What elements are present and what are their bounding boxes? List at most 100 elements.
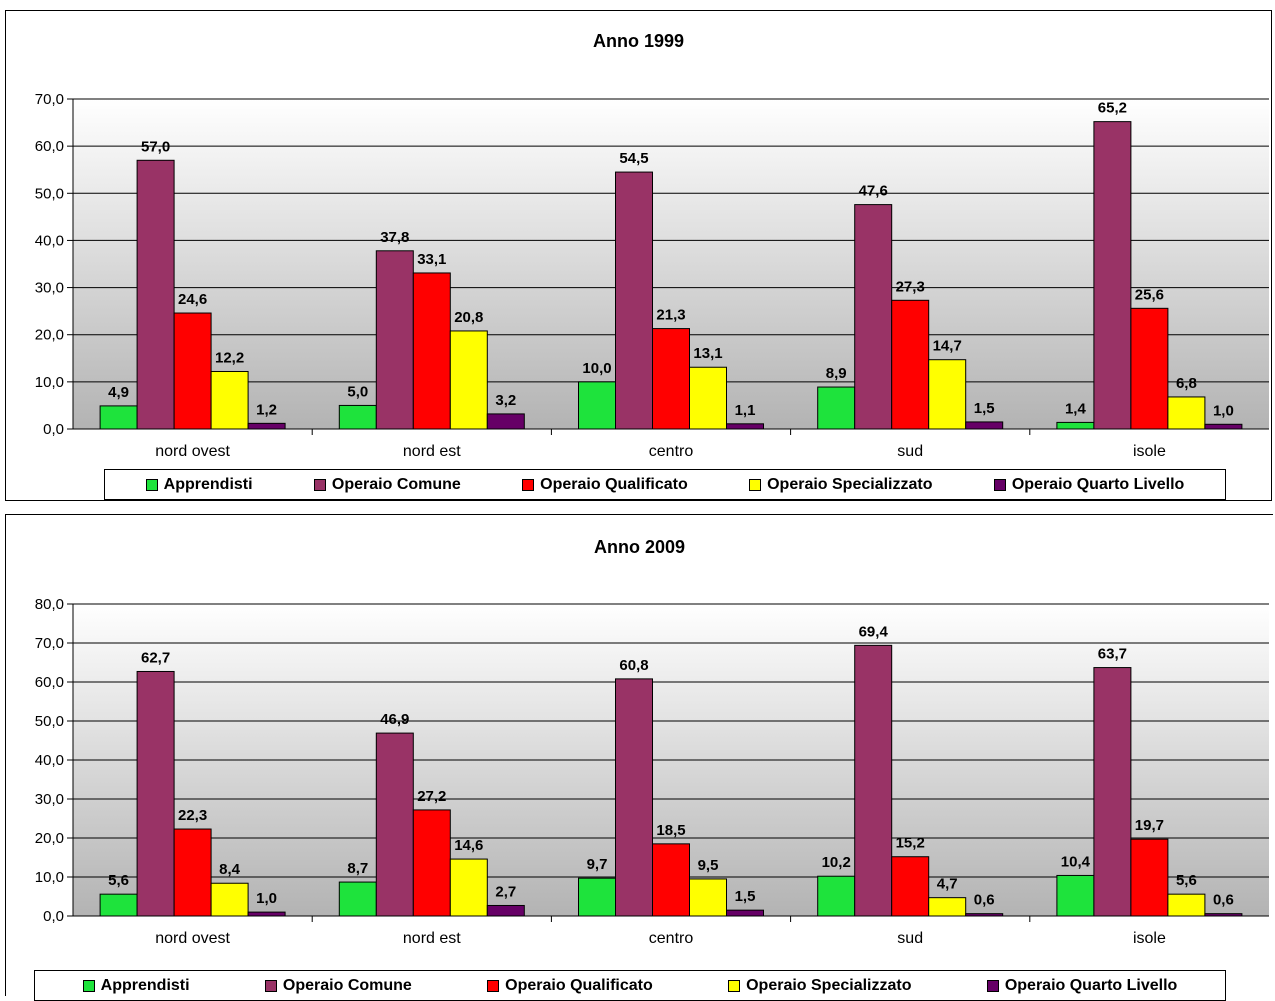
legend-swatch bbox=[986, 979, 999, 992]
bar bbox=[338, 404, 377, 430]
legend-label: Operaio Quarto Livello bbox=[1011, 475, 1185, 493]
chart-title: Anno 1999 bbox=[592, 31, 685, 51]
bar bbox=[136, 670, 175, 917]
y-tick-label: 30,0 bbox=[35, 791, 64, 808]
data-label: 1,1 bbox=[735, 402, 756, 419]
x-tick-label: nord est bbox=[403, 443, 461, 460]
data-label: 57,0 bbox=[141, 138, 170, 155]
x-tick-label: centro bbox=[649, 930, 694, 947]
data-label: 69,4 bbox=[859, 623, 889, 640]
data-label: 13,1 bbox=[693, 345, 722, 362]
data-label: 27,3 bbox=[896, 278, 925, 295]
y-tick-label: 0,0 bbox=[43, 421, 64, 438]
chart-anno-1999: Anno 1999 0,0 10,0 20,0 30,0 40,0 50,0 60,0 70,… bbox=[5, 10, 1272, 501]
data-label: 9,7 bbox=[587, 856, 608, 873]
bar bbox=[726, 423, 764, 430]
data-label: 8,9 bbox=[826, 365, 847, 382]
bar bbox=[1093, 667, 1132, 917]
bar bbox=[1204, 423, 1243, 430]
data-label: 24,6 bbox=[178, 291, 207, 308]
y-tick-label: 10,0 bbox=[35, 374, 64, 391]
legend-item: Operaio Comune bbox=[264, 976, 412, 995]
legend-item: Operaio Quarto Livello bbox=[993, 475, 1185, 494]
legend-swatch bbox=[522, 478, 535, 491]
data-label: 33,1 bbox=[417, 251, 446, 268]
legend-label: Operaio Comune bbox=[282, 976, 412, 994]
y-tick-label: 60,0 bbox=[35, 674, 64, 691]
bar bbox=[891, 299, 930, 430]
data-label: 25,6 bbox=[1135, 286, 1164, 303]
bar bbox=[1167, 893, 1206, 917]
data-label: 8,7 bbox=[347, 860, 368, 877]
legend-swatch bbox=[313, 478, 326, 491]
data-label: 21,3 bbox=[656, 307, 685, 324]
bar bbox=[1056, 421, 1095, 430]
data-label: 3,2 bbox=[495, 392, 516, 409]
chart-title: Anno 2009 bbox=[593, 537, 686, 557]
legend-item: Operaio Specializzato bbox=[749, 476, 932, 494]
data-label: 9,5 bbox=[698, 857, 719, 874]
bar bbox=[652, 328, 690, 430]
data-label: 54,5 bbox=[619, 150, 648, 167]
bar bbox=[136, 159, 175, 430]
bar bbox=[965, 421, 1004, 430]
y-tick-label: 70,0 bbox=[35, 635, 64, 652]
legend-label: Operaio Quarto Livello bbox=[1004, 976, 1178, 994]
legend-item: Operaio Qualificato bbox=[522, 476, 688, 494]
bar bbox=[486, 413, 525, 430]
data-label: 0,6 bbox=[1213, 892, 1234, 909]
bar bbox=[689, 878, 727, 917]
data-label: 15,2 bbox=[896, 835, 925, 852]
data-label: 4,7 bbox=[937, 876, 958, 893]
data-label: 14,7 bbox=[933, 338, 962, 355]
bar bbox=[449, 330, 488, 430]
legend-swatch bbox=[728, 979, 741, 992]
y-tick-label: 80,0 bbox=[35, 596, 64, 613]
bar bbox=[210, 370, 249, 430]
bar bbox=[928, 897, 967, 917]
data-label: 12,2 bbox=[215, 349, 244, 366]
x-tick-label: nord ovest bbox=[155, 930, 230, 947]
bar bbox=[247, 911, 286, 917]
data-label: 5,6 bbox=[108, 872, 129, 889]
bar bbox=[1130, 838, 1169, 917]
bar bbox=[99, 405, 138, 430]
y-tick-label: 40,0 bbox=[35, 232, 64, 249]
data-label: 37,8 bbox=[380, 229, 409, 246]
bar bbox=[247, 422, 286, 430]
bar bbox=[689, 366, 727, 430]
bar bbox=[928, 359, 967, 430]
data-label: 6,8 bbox=[1176, 375, 1197, 392]
data-label: 0,6 bbox=[974, 892, 995, 909]
legend-item: Operaio Specializzato bbox=[728, 977, 911, 995]
data-label: 19,7 bbox=[1135, 817, 1164, 834]
data-label: 1,5 bbox=[735, 888, 756, 905]
legend-label: Operaio Specializzato bbox=[746, 976, 912, 994]
bar bbox=[615, 171, 653, 430]
x-tick-label: isole bbox=[1133, 443, 1166, 460]
bar bbox=[375, 250, 414, 430]
x-tick-label: nord est bbox=[403, 930, 461, 947]
data-label: 10,2 bbox=[822, 854, 851, 871]
legend-item: Operaio Comune bbox=[313, 476, 461, 494]
legend: Apprendisti Operaio Comune Operaio Qualifi… bbox=[104, 469, 1226, 500]
bar bbox=[173, 312, 212, 430]
bar bbox=[615, 678, 653, 917]
bar bbox=[375, 732, 414, 917]
bar bbox=[1204, 913, 1243, 917]
bar bbox=[854, 644, 893, 917]
data-label: 62,7 bbox=[141, 649, 170, 666]
data-label: 47,6 bbox=[859, 183, 888, 200]
x-tick-label: nord ovest bbox=[155, 443, 230, 460]
y-tick-label: 20,0 bbox=[35, 830, 64, 847]
data-label: 60,8 bbox=[619, 657, 648, 674]
y-tick-label: 50,0 bbox=[35, 185, 64, 202]
y-tick-label: 40,0 bbox=[35, 752, 64, 769]
legend-label: Operaio Specializzato bbox=[767, 475, 933, 493]
x-tick-label: isole bbox=[1133, 930, 1166, 947]
legend-swatch bbox=[264, 979, 277, 992]
data-label: 1,2 bbox=[256, 401, 277, 418]
legend-item: Apprendisti bbox=[145, 476, 253, 494]
data-label: 14,6 bbox=[454, 837, 483, 854]
data-label: 5,6 bbox=[1176, 872, 1197, 889]
